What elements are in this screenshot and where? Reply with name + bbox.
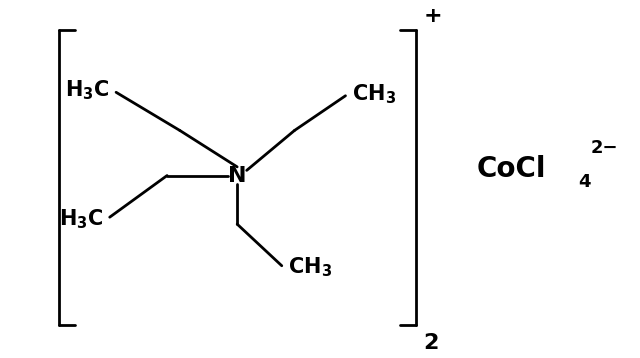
Text: CoCl: CoCl	[476, 155, 546, 183]
Text: 4: 4	[578, 174, 591, 192]
Text: $\mathregular{CH_3}$: $\mathregular{CH_3}$	[288, 256, 332, 279]
Text: N: N	[228, 165, 246, 185]
Text: 2: 2	[423, 333, 438, 353]
Text: +: +	[423, 6, 442, 26]
Text: 2−: 2−	[591, 139, 618, 157]
Text: $\mathregular{H_3C}$: $\mathregular{H_3C}$	[65, 79, 109, 102]
Text: $\mathregular{H_3C}$: $\mathregular{H_3C}$	[59, 207, 103, 231]
Text: $\mathregular{CH_3}$: $\mathregular{CH_3}$	[352, 82, 396, 106]
